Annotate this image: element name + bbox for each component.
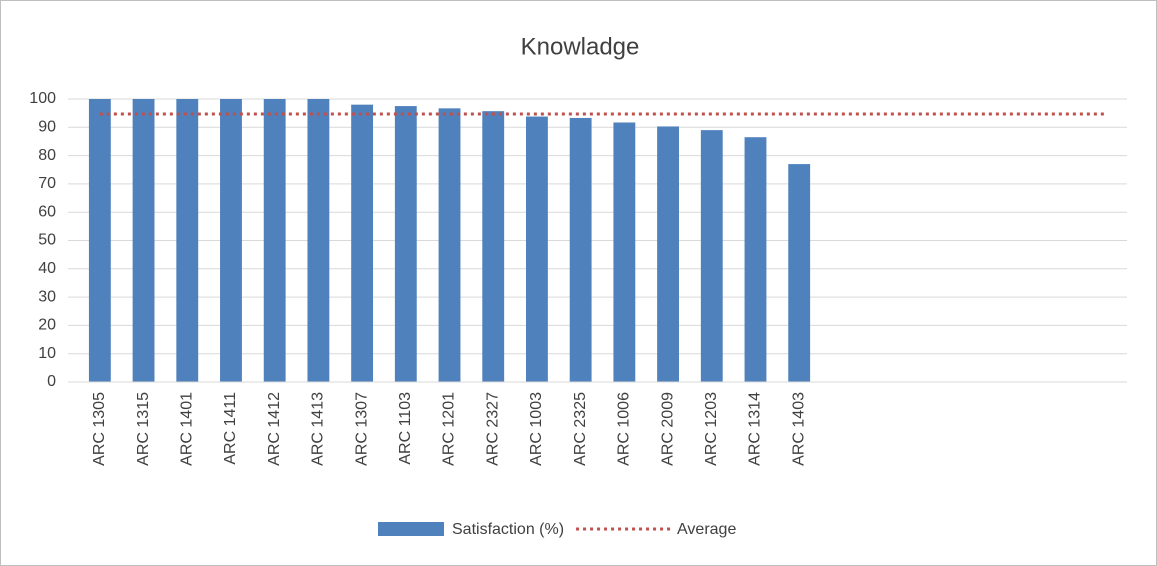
x-tick-label: ARC 1401 bbox=[178, 392, 195, 466]
bar bbox=[657, 126, 679, 383]
legend-swatch bbox=[378, 522, 444, 536]
bar bbox=[220, 99, 242, 382]
x-tick-label: ARC 2009 bbox=[659, 392, 676, 466]
bar bbox=[88, 99, 111, 382]
bar bbox=[132, 99, 155, 382]
y-tick-label: 40 bbox=[38, 260, 56, 277]
bar bbox=[700, 130, 723, 382]
bar bbox=[569, 117, 592, 382]
y-tick-label: 20 bbox=[38, 317, 56, 334]
y-tick-label: 80 bbox=[38, 147, 56, 164]
y-tick-label: 10 bbox=[38, 345, 56, 362]
bar bbox=[307, 99, 330, 382]
legend-label: Satisfaction (%) bbox=[452, 521, 564, 538]
y-tick-label: 90 bbox=[38, 119, 56, 136]
x-tick-label: ARC 2327 bbox=[484, 392, 501, 466]
chart-title: Knowladge bbox=[521, 33, 640, 60]
x-tick-label: ARC 1307 bbox=[353, 392, 370, 466]
y-tick-label: 60 bbox=[38, 203, 56, 220]
bar bbox=[526, 116, 548, 383]
x-tick-label: ARC 1411 bbox=[222, 392, 239, 465]
x-tick-label: ARC 1006 bbox=[616, 392, 633, 466]
bar bbox=[744, 137, 767, 382]
bar bbox=[438, 108, 461, 383]
x-tick-label: ARC 1314 bbox=[747, 392, 764, 466]
y-tick-label: 100 bbox=[29, 90, 56, 107]
y-tick-label: 70 bbox=[38, 175, 56, 192]
bar bbox=[613, 122, 636, 382]
bar bbox=[263, 99, 286, 382]
x-tick-label: ARC 1201 bbox=[441, 392, 458, 466]
x-tick-label: ARC 2325 bbox=[572, 392, 589, 466]
x-tick-label: ARC 1103 bbox=[397, 392, 414, 465]
x-tick-label: ARC 1305 bbox=[91, 392, 108, 466]
bar bbox=[351, 104, 374, 382]
bar bbox=[394, 106, 417, 382]
y-tick-label: 50 bbox=[38, 232, 56, 249]
x-tick-label: ARC 1203 bbox=[703, 392, 720, 466]
bar bbox=[788, 164, 811, 382]
bar bbox=[482, 111, 505, 382]
x-tick-label: ARC 1412 bbox=[266, 392, 283, 466]
bar bbox=[176, 99, 199, 382]
y-tick-label: 30 bbox=[38, 288, 56, 305]
y-tick-label: 0 bbox=[47, 373, 56, 390]
x-tick-label: ARC 1403 bbox=[790, 392, 807, 466]
x-tick-label: ARC 1413 bbox=[310, 392, 327, 466]
x-tick-label: ARC 1315 bbox=[135, 392, 152, 466]
legend-label: Average bbox=[677, 521, 736, 538]
x-tick-label: ARC 1003 bbox=[528, 392, 545, 466]
